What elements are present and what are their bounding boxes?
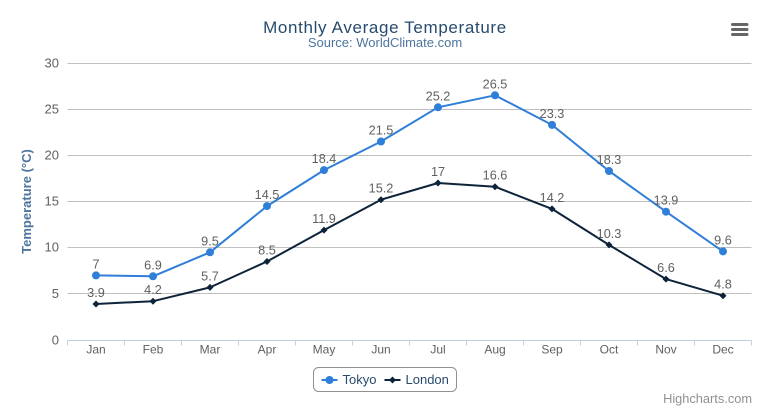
svg-text:0: 0 [52,333,59,348]
svg-text:14.5: 14.5 [255,188,280,202]
svg-text:8.5: 8.5 [258,244,276,258]
svg-text:Mar: Mar [200,343,221,357]
svg-text:3.9: 3.9 [87,286,105,300]
svg-text:25.2: 25.2 [426,89,451,103]
svg-text:Apr: Apr [258,343,277,357]
svg-text:Highcharts.com: Highcharts.com [663,391,752,406]
svg-text:Nov: Nov [655,343,676,357]
svg-text:11.9: 11.9 [312,212,336,226]
svg-text:10: 10 [45,240,59,255]
svg-text:May: May [313,343,336,357]
svg-text:Temperature (°C): Temperature (°C) [19,149,34,254]
svg-text:Oct: Oct [600,343,619,357]
svg-text:10.3: 10.3 [597,227,622,241]
svg-text:23.3: 23.3 [540,107,565,121]
svg-text:25: 25 [45,102,59,117]
svg-text:Dec: Dec [712,343,733,357]
svg-text:Jan: Jan [86,343,105,357]
svg-text:17: 17 [431,165,445,179]
svg-text:4.8: 4.8 [714,278,732,292]
svg-text:Jul: Jul [430,343,445,357]
svg-text:5: 5 [52,286,59,301]
svg-text:15.2: 15.2 [369,182,394,196]
svg-text:Feb: Feb [143,343,164,357]
svg-text:13.9: 13.9 [654,194,679,208]
svg-text:15: 15 [45,194,59,209]
svg-text:21.5: 21.5 [369,124,394,138]
svg-text:Source: WorldClimate.com: Source: WorldClimate.com [308,35,462,50]
svg-text:6.9: 6.9 [144,258,162,272]
svg-text:18.4: 18.4 [312,152,337,166]
svg-text:26.5: 26.5 [483,77,508,91]
svg-text:9.5: 9.5 [201,234,219,248]
svg-text:5.7: 5.7 [201,269,219,283]
svg-text:Jun: Jun [371,343,390,357]
svg-text:14.2: 14.2 [540,191,565,205]
svg-text:Tokyo: Tokyo [343,372,377,387]
svg-text:30: 30 [45,56,59,71]
svg-text:Monthly Average Temperature: Monthly Average Temperature [263,18,507,37]
svg-text:16.6: 16.6 [483,169,508,183]
svg-text:20: 20 [45,148,59,163]
svg-text:6.6: 6.6 [657,261,675,275]
svg-text:7: 7 [92,257,99,271]
svg-text:Sep: Sep [541,343,563,357]
svg-text:4.2: 4.2 [144,283,162,297]
svg-text:9.6: 9.6 [714,233,732,247]
svg-text:London: London [406,372,449,387]
svg-text:18.3: 18.3 [597,153,622,167]
svg-text:Aug: Aug [484,343,505,357]
